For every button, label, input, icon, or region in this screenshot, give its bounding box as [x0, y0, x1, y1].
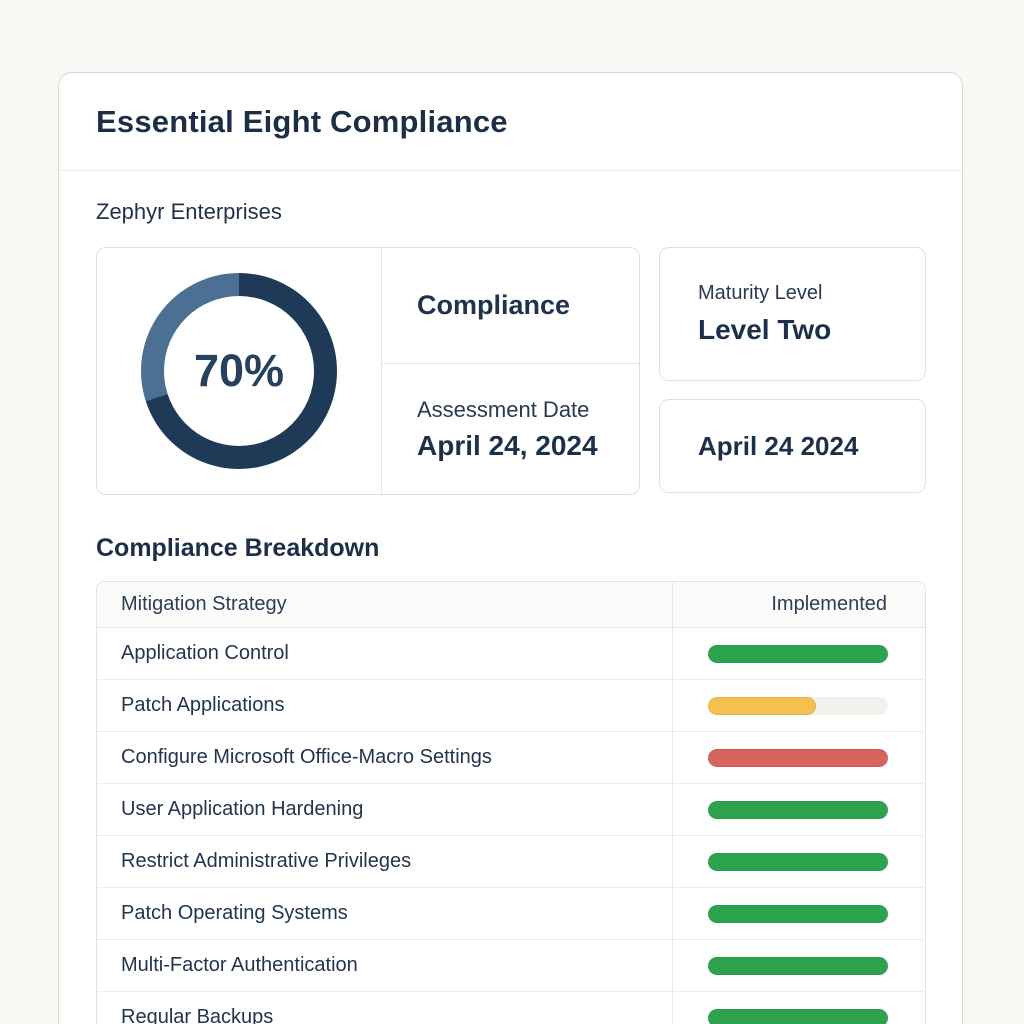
organization-name: Zephyr Enterprises	[96, 199, 282, 224]
donut-hole: 70%	[164, 296, 314, 446]
implementation-bar-cell	[672, 784, 925, 835]
strategy-label: Patch Applications	[121, 694, 285, 716]
report-body: Zephyr Enterprises 70% Compliance Assess…	[59, 199, 962, 1024]
table-row: Multi-Factor Authentication	[97, 940, 925, 992]
strategy-label: Restrict Administrative Privileges	[121, 850, 412, 872]
implementation-bar-fill	[708, 644, 888, 663]
implementation-bar-cell	[672, 836, 925, 887]
implementation-bar-fill	[708, 748, 888, 767]
maturity-level-card: Maturity Level Level Two	[658, 247, 926, 381]
page-title: Essential Eight Compliance	[96, 103, 508, 139]
breakdown-rows: Application Control Patch Applications C…	[97, 628, 925, 1024]
assessment-date-card-value: April 24 2024	[697, 430, 859, 461]
strategy-label: Application Control	[121, 642, 289, 664]
assessment-date-card: April 24 2024	[658, 399, 926, 493]
strategy-label: Regular Backups	[121, 1006, 274, 1024]
table-row: Patch Operating Systems	[97, 888, 925, 940]
table-row: Restrict Administrative Privileges	[97, 836, 925, 888]
implementation-bar-cell	[672, 940, 925, 991]
implementation-bar-cell	[672, 732, 925, 783]
implementation-bar-cell	[672, 992, 925, 1024]
implementation-bar-track	[708, 904, 888, 923]
implementation-bar-cell	[672, 888, 925, 939]
implementation-bar-fill	[708, 1008, 888, 1024]
report-header: Essential Eight Compliance	[59, 73, 962, 171]
implementation-bar-track	[708, 956, 888, 975]
implementation-bar-track	[708, 748, 888, 767]
implementation-bar-track	[708, 644, 888, 663]
compliance-label: Compliance	[382, 248, 639, 364]
compliance-report-card: Essential Eight Compliance Zephyr Enterp…	[58, 72, 963, 1024]
table-row: Patch Applications	[97, 680, 925, 732]
breakdown-heading: Compliance Breakdown	[96, 534, 380, 562]
assessment-date-cell: Assessment Date April 24, 2024	[382, 364, 639, 494]
compliance-info-panel: Compliance Assessment Date April 24, 202…	[382, 248, 639, 494]
donut-chart-panel: 70%	[97, 248, 382, 494]
maturity-level-label: Maturity Level	[697, 282, 823, 304]
implementation-bar-track	[708, 1008, 888, 1024]
overview-section: 70% Compliance Assessment Date April 24,…	[96, 247, 926, 495]
assessment-date-value: April 24, 2024	[417, 429, 598, 461]
table-row: Application Control	[97, 628, 925, 680]
column-header-strategy: Mitigation Strategy	[121, 593, 287, 615]
table-header-row: Mitigation Strategy Implemented	[97, 582, 925, 628]
breakdown-table: Mitigation Strategy Implemented Applicat…	[96, 581, 926, 1024]
implementation-bar-cell	[672, 680, 925, 731]
implementation-bar-fill	[708, 904, 888, 923]
column-header-implemented: Implemented	[672, 582, 925, 627]
implementation-bar-fill	[708, 956, 888, 975]
strategy-label: Configure Microsoft Office-Macro Setting…	[121, 746, 492, 768]
maturity-level-value: Level Two	[697, 314, 832, 345]
table-row: Configure Microsoft Office-Macro Setting…	[97, 732, 925, 784]
implementation-bar-track	[708, 800, 888, 819]
assessment-date-label: Assessment Date	[417, 396, 590, 422]
table-row: Regular Backups	[97, 992, 925, 1024]
compliance-percent: 70%	[193, 345, 285, 396]
implementation-bar-cell	[672, 628, 925, 679]
implementation-bar-fill	[708, 696, 816, 715]
strategy-label: User Application Hardening	[121, 798, 364, 820]
implementation-bar-track	[708, 696, 888, 715]
implementation-bar-fill	[708, 852, 888, 871]
compliance-summary-card: 70% Compliance Assessment Date April 24,…	[96, 247, 640, 495]
compliance-donut: 70%	[141, 273, 337, 469]
table-row: User Application Hardening	[97, 784, 925, 836]
overview-side-column: Maturity Level Level Two April 24 2024	[658, 247, 926, 495]
implementation-bar-fill	[708, 800, 888, 819]
implementation-bar-track	[708, 852, 888, 871]
strategy-label: Patch Operating Systems	[121, 902, 348, 924]
strategy-label: Multi-Factor Authentication	[121, 954, 358, 976]
